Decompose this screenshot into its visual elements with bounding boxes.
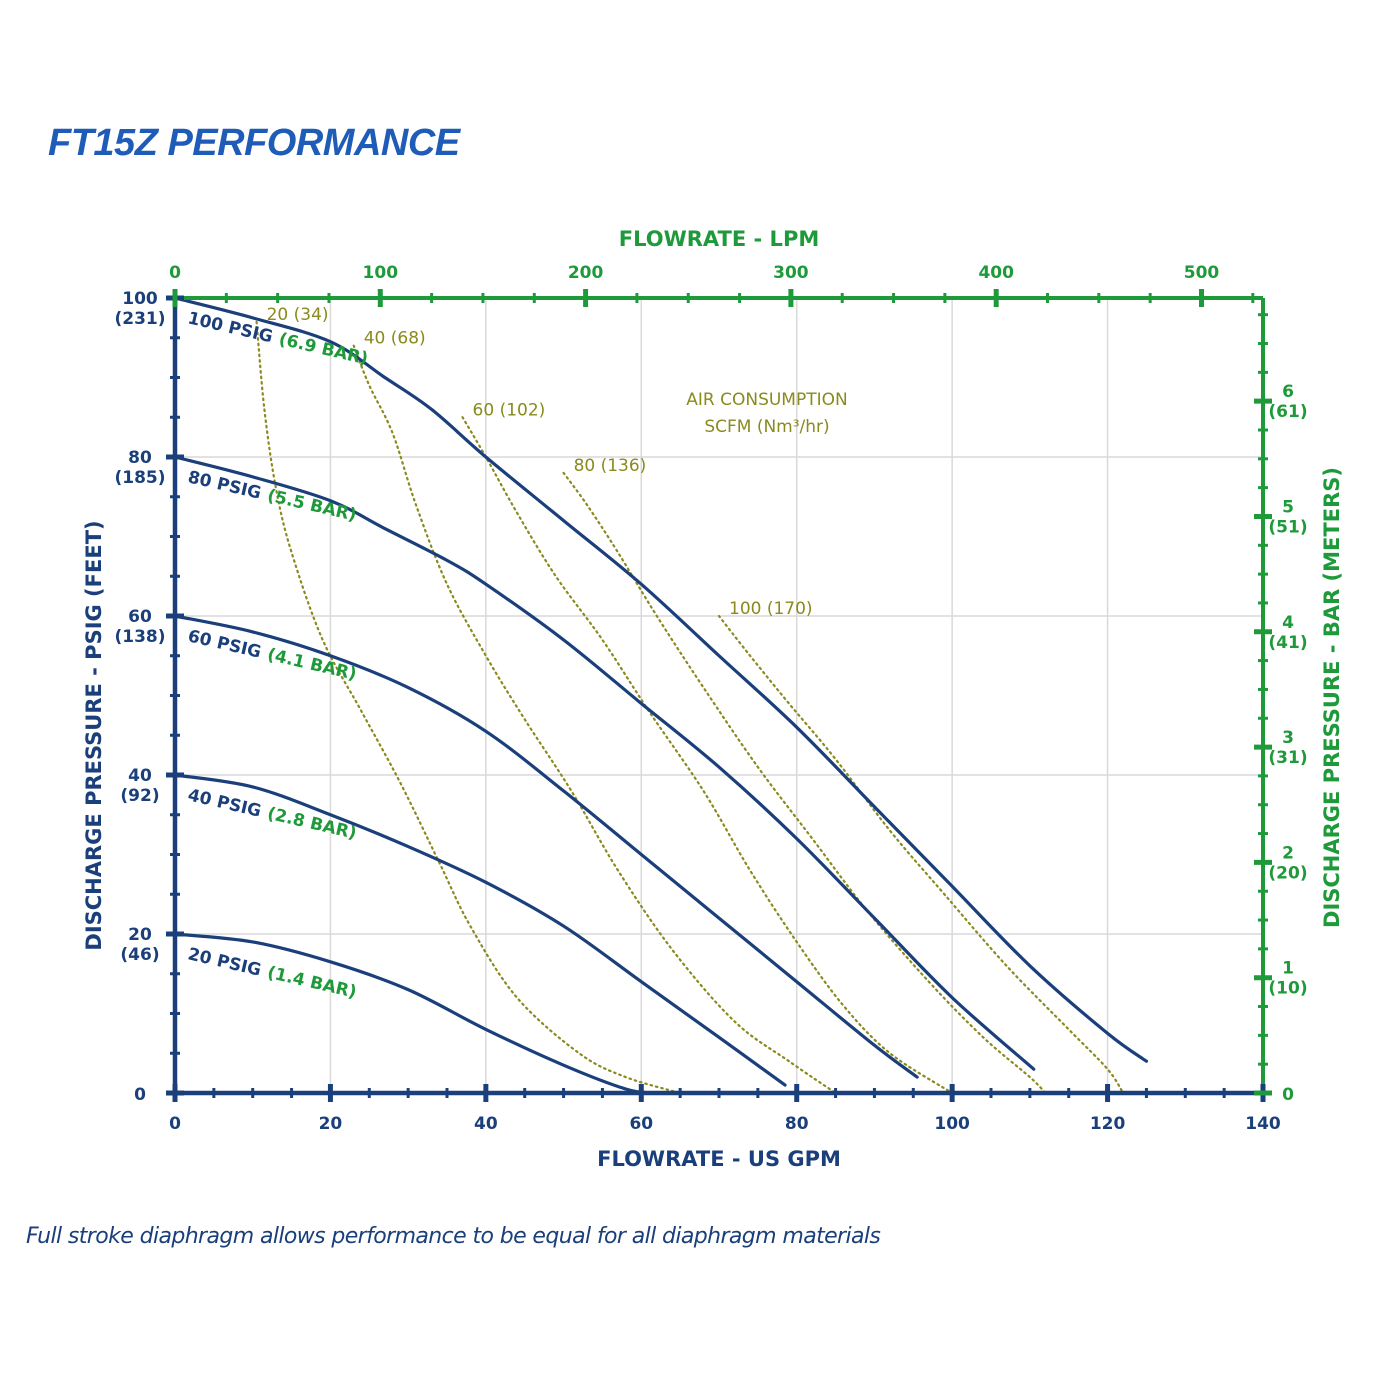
y2-tick-sublabel: (10) (1268, 979, 1307, 999)
pressure-curve-60-psig (173, 614, 919, 1079)
x2-tick-label: 0 (169, 263, 181, 283)
y-tick-label: 20 (128, 925, 152, 945)
pressure-curve-80-psig (173, 455, 1036, 1071)
series-name: 20 PSIG (186, 944, 263, 980)
y2-tick-label: 5 (1282, 497, 1294, 517)
y2-tick-label: 0 (1282, 1085, 1294, 1105)
air-curve-label: 40 (68) (364, 329, 426, 349)
y-tick-label: 100 (122, 289, 158, 309)
series-name: 40 PSIG (186, 785, 263, 821)
performance-chart: 20 (34) 40 (68) 60 (102) 80 (136) 100 (170) A… (82, 227, 1344, 1171)
y-tick-sublabel: (46) (120, 945, 159, 965)
y-tick-label: 40 (128, 766, 152, 786)
y-tick-label: 60 (128, 607, 152, 627)
y2-tick-sublabel: (51) (1268, 517, 1307, 537)
air-curve-1 (255, 320, 682, 1095)
x-tick-label: 80 (785, 1114, 809, 1134)
series-name-alt: (5.5 BAR) (265, 486, 358, 526)
y2-tick-sublabel: (41) (1268, 633, 1307, 653)
series-label-text: 80 PSIG(5.5 BAR) (186, 467, 358, 525)
y2-axis-title: DISCHARGE PRESSURE - BAR (METERS) (1320, 467, 1344, 928)
chart-labels: 20 (34) 40 (68) 60 (102) 80 (136) 100 (170) A… (82, 227, 1344, 1171)
y2-tick-sublabel: (20) (1268, 863, 1307, 883)
x-tick-label: 120 (1090, 1114, 1126, 1134)
x-tick-label: 140 (1245, 1114, 1281, 1134)
x-axis-title: FLOWRATE - US GPM (597, 1147, 841, 1171)
y2-tick-label: 3 (1282, 728, 1294, 748)
y-tick-label: 80 (128, 448, 152, 468)
series-name-alt: (1.4 BAR) (265, 963, 358, 1003)
air-curve-4 (562, 471, 1047, 1095)
y-tick-sublabel: (138) (114, 627, 165, 647)
page-title: FT15Z PERFORMANCE (48, 122, 460, 164)
y-tick-label: 0 (134, 1085, 146, 1105)
series-label: 80 PSIG(5.5 BAR) (186, 467, 358, 525)
pressure-curve-20-psig (173, 932, 655, 1095)
footnote: Full stroke diaphragm allows performance… (26, 1224, 881, 1249)
air-consumption-curves (255, 320, 1125, 1095)
air-curve-label: 80 (136) (574, 456, 647, 476)
series-name: 100 PSIG (186, 308, 275, 347)
series-label-text: 20 PSIG(1.4 BAR) (186, 944, 358, 1002)
series-name-alt: (2.8 BAR) (265, 804, 358, 844)
y-tick-sublabel: (92) (120, 786, 159, 806)
y2-tick-label: 6 (1282, 382, 1294, 402)
grid-lines (175, 298, 1263, 1093)
x-tick-label: 40 (474, 1114, 498, 1134)
pressure-curves (173, 296, 1149, 1095)
x2-tick-label: 500 (1184, 263, 1220, 283)
air-curve-label: 100 (170) (729, 599, 813, 619)
y-tick-sublabel: (231) (114, 309, 165, 329)
x2-tick-label: 200 (568, 263, 604, 283)
x2-tick-label: 400 (978, 263, 1014, 283)
y2-tick-sublabel: (31) (1268, 748, 1307, 768)
series-name: 80 PSIG (186, 467, 263, 503)
y2-tick-label: 2 (1282, 843, 1294, 863)
y2-tick-label: 4 (1282, 613, 1294, 633)
air-consumption-title: AIR CONSUMPTION (686, 390, 847, 410)
air-curve-label: 20 (34) (267, 305, 329, 325)
x2-tick-label: 300 (773, 263, 809, 283)
pressure-curve-100-psig (173, 296, 1149, 1063)
y2-tick-sublabel: (61) (1268, 402, 1307, 422)
air-curve-2 (352, 344, 837, 1095)
x-tick-label: 60 (629, 1114, 653, 1134)
x-tick-label: 20 (319, 1114, 343, 1134)
air-curve-3 (461, 416, 954, 1095)
x2-tick-label: 100 (363, 263, 399, 283)
series-label: 20 PSIG(1.4 BAR) (186, 944, 358, 1002)
air-curve-label: 60 (102) (473, 400, 546, 420)
x-tick-label: 100 (934, 1114, 970, 1134)
pressure-curve-40-psig (173, 773, 787, 1087)
x2-axis-title: FLOWRATE - LPM (619, 227, 819, 251)
y-tick-sublabel: (185) (114, 468, 165, 488)
y-axis-title: DISCHARGE PRESSURE - PSIG (FEET) (82, 520, 106, 950)
axes (166, 289, 1272, 1102)
air-curve-5 (717, 614, 1125, 1095)
series-name-alt: (6.9 BAR) (277, 329, 370, 369)
air-consumption-subtitle: SCFM (Nm³/hr) (704, 417, 829, 437)
y2-tick-label: 1 (1282, 959, 1294, 979)
x-tick-label: 0 (169, 1114, 181, 1134)
